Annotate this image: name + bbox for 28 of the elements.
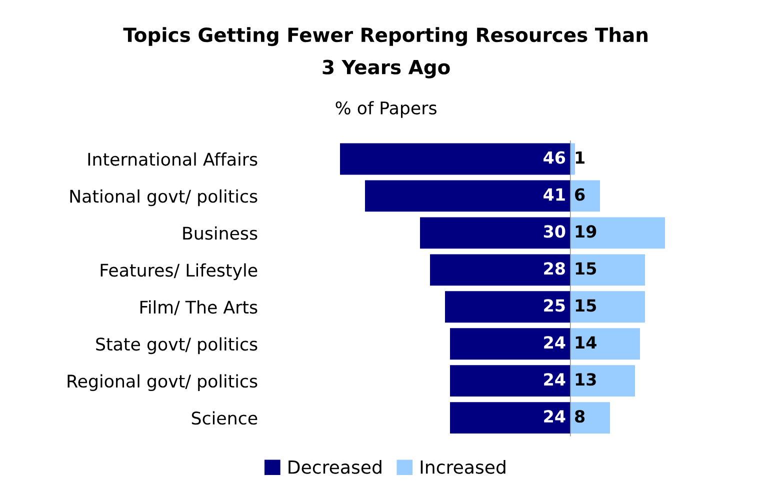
- y-tick-label: Regional govt/ politics: [68, 374, 258, 392]
- y-tick-label: Film/ The Arts: [140, 300, 258, 316]
- data-label: 30: [544, 225, 566, 238]
- data-label: 15: [576, 299, 596, 312]
- data-label: 8: [575, 410, 585, 423]
- y-tick-label: Business: [183, 226, 258, 240]
- data-label: 19: [576, 225, 596, 238]
- data-label: 1: [576, 151, 584, 164]
- chart-subtitle: % of Papers: [336, 101, 436, 118]
- legend-label: Increased: [420, 460, 506, 474]
- data-label: 13: [576, 373, 596, 386]
- data-label: 28: [544, 262, 565, 275]
- y-tick-label: Science: [192, 411, 258, 425]
- data-label: 41: [544, 188, 565, 201]
- data-label: 24: [544, 410, 566, 422]
- y-tick-label: State govt/ politics: [96, 337, 258, 354]
- data-label: 15: [576, 262, 596, 275]
- legend-label: Decreased: [288, 460, 382, 474]
- y-tick-label: International Affairs: [88, 152, 258, 166]
- y-tick-label: Features/ Lifestyle: [100, 263, 258, 280]
- data-label: 46: [544, 151, 566, 164]
- y-tick-label: National govt/ politics: [70, 189, 258, 206]
- data-label: 24: [544, 373, 566, 386]
- chart-title: Topics Getting Fewer Reporting Resources Than 3 Years Ago: [123, 27, 648, 78]
- data-label: 6: [575, 188, 585, 201]
- data-label: 25: [544, 299, 565, 312]
- data-label: 24: [544, 336, 566, 348]
- data-label: 14: [576, 336, 596, 348]
